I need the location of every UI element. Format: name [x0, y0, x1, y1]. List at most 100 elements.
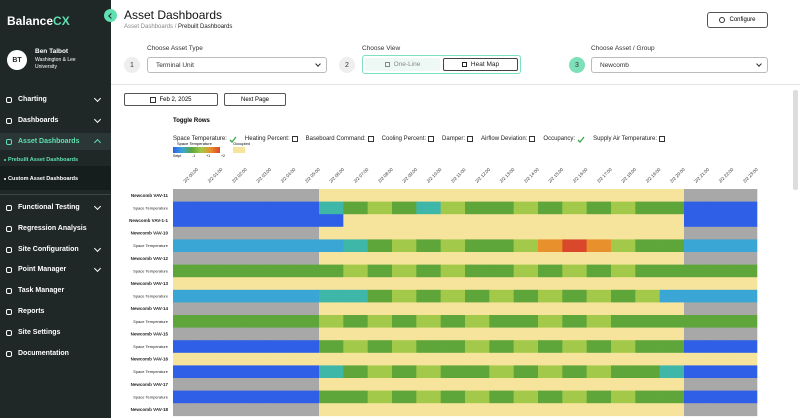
heatmap-cell [343, 302, 368, 316]
toggle-label: Airflow Deviation: [481, 136, 528, 142]
heatmap-cell [513, 315, 539, 328]
asset-type-select[interactable]: Terminal Unit [147, 57, 327, 73]
heatmap-cell [294, 264, 320, 278]
nav-item[interactable]: Site Configuration [0, 241, 111, 258]
heatmap-cell [392, 201, 417, 215]
heatmap-cell [732, 365, 758, 379]
heatmap-cell [635, 327, 660, 341]
heatmap-cell [538, 302, 563, 316]
row-label: Newcomb VAV-10 [131, 231, 169, 236]
asset-group-select[interactable]: Newcomb [591, 57, 768, 73]
toggle-label: Cooling Percent: [381, 136, 427, 142]
heatmap-cell [294, 315, 320, 328]
legend-scale-label: +1 [206, 154, 211, 158]
next-page-button[interactable]: Next Page [224, 93, 286, 106]
view-option[interactable]: Heat Map [443, 58, 518, 71]
row-label: Space Temperature [133, 319, 169, 324]
heatmap-cell [367, 352, 393, 366]
row-label: Newcomb VAV-16 [131, 357, 169, 362]
nav-item[interactable]: Charting [0, 91, 111, 108]
toggle[interactable]: Airflow Deviation: [481, 136, 536, 142]
heatmap-cell [708, 340, 733, 354]
bullet [4, 158, 6, 161]
legend-scale-label: -1 [192, 154, 196, 158]
toggle[interactable]: Space Temperature: [173, 136, 237, 143]
heatmap-cell [440, 315, 466, 328]
heatmap-cell [513, 289, 539, 303]
heatmap-cell [489, 239, 514, 253]
nav-item[interactable]: Functional Testing [0, 199, 111, 216]
heatmap-cell [197, 315, 222, 328]
nav-item[interactable]: Dashboards [0, 112, 111, 129]
heatmap-cell [440, 239, 466, 253]
heatmap-cell [586, 365, 612, 379]
nav-item[interactable]: Asset Dashboards [0, 133, 111, 150]
nav-item[interactable]: Reports [0, 303, 111, 320]
heatmap-cell [173, 239, 198, 253]
toggle[interactable]: Cooling Percent: [381, 136, 435, 142]
row-label: Space Temperature [133, 294, 169, 299]
heatmap-cell [367, 340, 393, 354]
nav-item[interactable]: Custom Asset Dashboards [0, 170, 111, 187]
heatmap-cell [586, 403, 612, 417]
heatmap-cell [343, 264, 368, 278]
heatmap-cell [294, 352, 320, 366]
nav-item[interactable]: Regression Analysis [0, 220, 111, 237]
heatmap-cell [489, 352, 514, 366]
heatmap-cell [684, 378, 709, 391]
heatmap-cell [513, 277, 539, 291]
heatmap-cell [294, 378, 320, 391]
nav-item[interactable]: Task Manager [0, 282, 111, 299]
heatmap-cell [562, 403, 587, 417]
heatmap-cell [513, 189, 539, 202]
column-label: 2/2 16:00 [572, 167, 589, 184]
configure-button[interactable]: Configure [707, 12, 768, 28]
heatmap-cell [440, 340, 466, 354]
heatmap-cell [173, 277, 198, 291]
heatmap-cell [440, 201, 466, 215]
heatmap-cell [221, 390, 247, 404]
heatmap-cell [270, 189, 295, 202]
date-button[interactable]: Feb 2, 2025 [124, 93, 218, 106]
heatmap-cell [635, 201, 660, 215]
collapse-button[interactable] [104, 9, 117, 22]
heatmap-cell [440, 264, 466, 278]
heatmap-cell [173, 352, 198, 366]
date-label: Feb 2, 2025 [159, 96, 192, 103]
heatmap-cell [611, 289, 636, 303]
view-option[interactable]: One-Line [365, 58, 440, 71]
toggle[interactable]: Damper: [442, 136, 474, 142]
heatmap-cell [270, 327, 295, 341]
nav-item[interactable]: Prebuilt Asset Dashboards [0, 151, 111, 168]
toggle[interactable]: Supply Air Temperature: [593, 136, 666, 142]
heatmap-cell [489, 214, 514, 228]
toggle[interactable]: Heating Percent: [245, 136, 298, 142]
heatmap-cell [367, 239, 393, 253]
heatmap-cell [465, 403, 490, 417]
heatmap-cell [538, 189, 563, 202]
heatmap-cell [416, 252, 441, 265]
column-label: 2/2 15:00 [547, 167, 564, 184]
toggle[interactable]: Baseboard Command: [306, 136, 374, 142]
nav-item[interactable]: Documentation [0, 345, 111, 362]
heatmap-cell [562, 390, 587, 404]
heatmap-cell [708, 403, 733, 417]
toggle[interactable]: Occupancy: [543, 136, 585, 143]
nav-item[interactable]: Point Manager [0, 261, 111, 278]
heatmap-cell [489, 277, 514, 291]
breadcrumb-link[interactable]: Asset Dashboards / [124, 24, 177, 30]
heatmap-cell [586, 302, 612, 316]
heatmap-cell [684, 289, 709, 303]
heatmap-cell [513, 264, 539, 278]
heatmap-cell [416, 214, 441, 228]
nav-item[interactable]: Site Settings [0, 324, 111, 341]
column-label: 2/2 00:00 [182, 167, 199, 184]
heatmap-cell [392, 302, 417, 316]
heatmap-cell [513, 239, 539, 253]
check-mark [577, 136, 585, 143]
heatmap-cell [513, 340, 539, 354]
heatmap-cell [221, 226, 247, 240]
divider [0, 194, 111, 195]
heatmap-cell [173, 327, 198, 341]
